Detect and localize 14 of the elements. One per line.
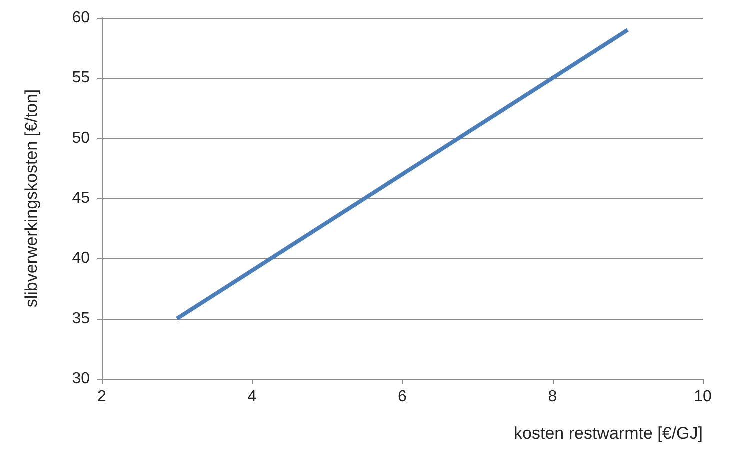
x-tick-label: 6 [398,388,408,406]
x-tick-label: 2 [98,388,107,406]
y-tick-label: 40 [72,250,90,268]
y-tick-label: 45 [72,190,90,207]
x-tick-label: 10 [694,388,712,406]
y-tick-label: 35 [72,310,90,328]
x-axis-title: kosten restwarmte [€/GJ] [514,424,703,443]
y-tick-label: 30 [72,370,90,388]
y-tick-label: 50 [72,130,90,147]
y-tick-label: 60 [72,10,90,26]
x-tick-label: 4 [248,388,257,406]
x-tick-label: 8 [548,388,558,406]
y-tick-label: 55 [72,70,90,87]
y-axis-title: slibverwerkingskosten [€/ton] [22,89,41,308]
